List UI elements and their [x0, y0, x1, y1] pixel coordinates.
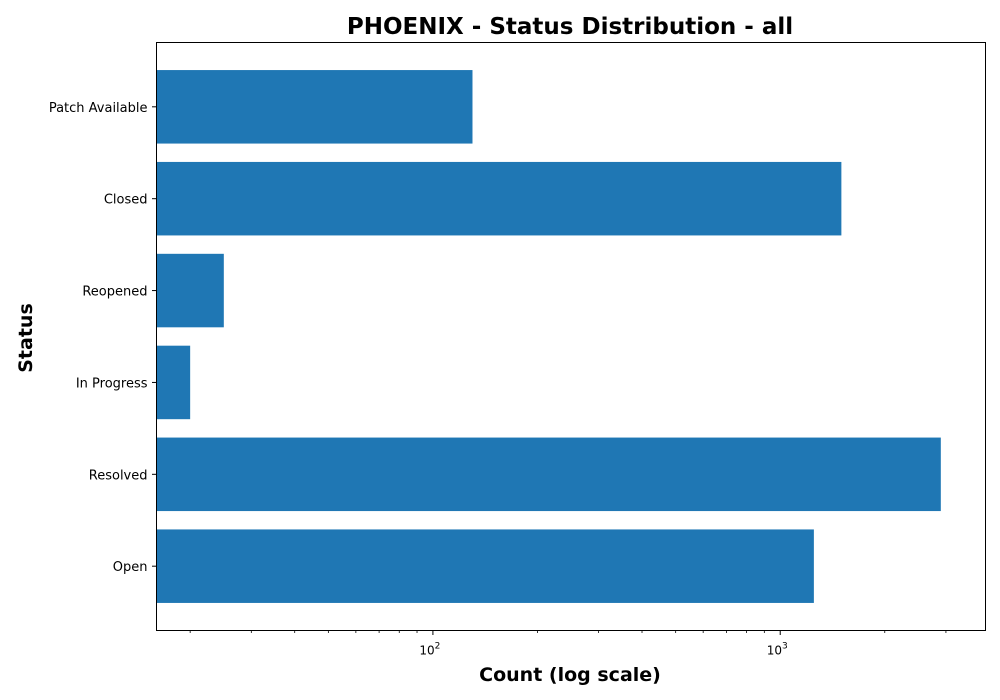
plot-frame	[156, 42, 986, 631]
y-axis-label: Status	[15, 303, 37, 373]
bar-in-progress	[156, 345, 191, 420]
bar-reopened	[156, 253, 224, 328]
x-axis-label: Count (log scale)	[479, 664, 661, 686]
bar-patch-available	[156, 70, 473, 144]
bar-closed	[156, 161, 842, 236]
x-axis-ticks: 102 103	[189, 630, 947, 658]
y-tick-label-resolved: Resolved	[89, 468, 148, 483]
bars-group	[156, 70, 941, 603]
y-tick-label-in-progress: In Progress	[76, 376, 148, 391]
bar-open	[156, 529, 814, 603]
x-tick-label-0: 102	[419, 642, 440, 658]
bar-resolved	[156, 437, 941, 512]
y-axis-ticks: Open Resolved In Progress Reopened Closed Pat…	[49, 101, 157, 575]
y-tick-label-reopened: Reopened	[82, 285, 147, 300]
chart-title: PHOENIX - Status Distribution - all	[347, 14, 793, 40]
y-tick-label-closed: Closed	[104, 193, 148, 208]
y-tick-label-patch-available: Patch Available	[49, 101, 148, 116]
y-tick-label-open: Open	[113, 560, 148, 575]
x-tick-label-1: 103	[767, 642, 788, 658]
